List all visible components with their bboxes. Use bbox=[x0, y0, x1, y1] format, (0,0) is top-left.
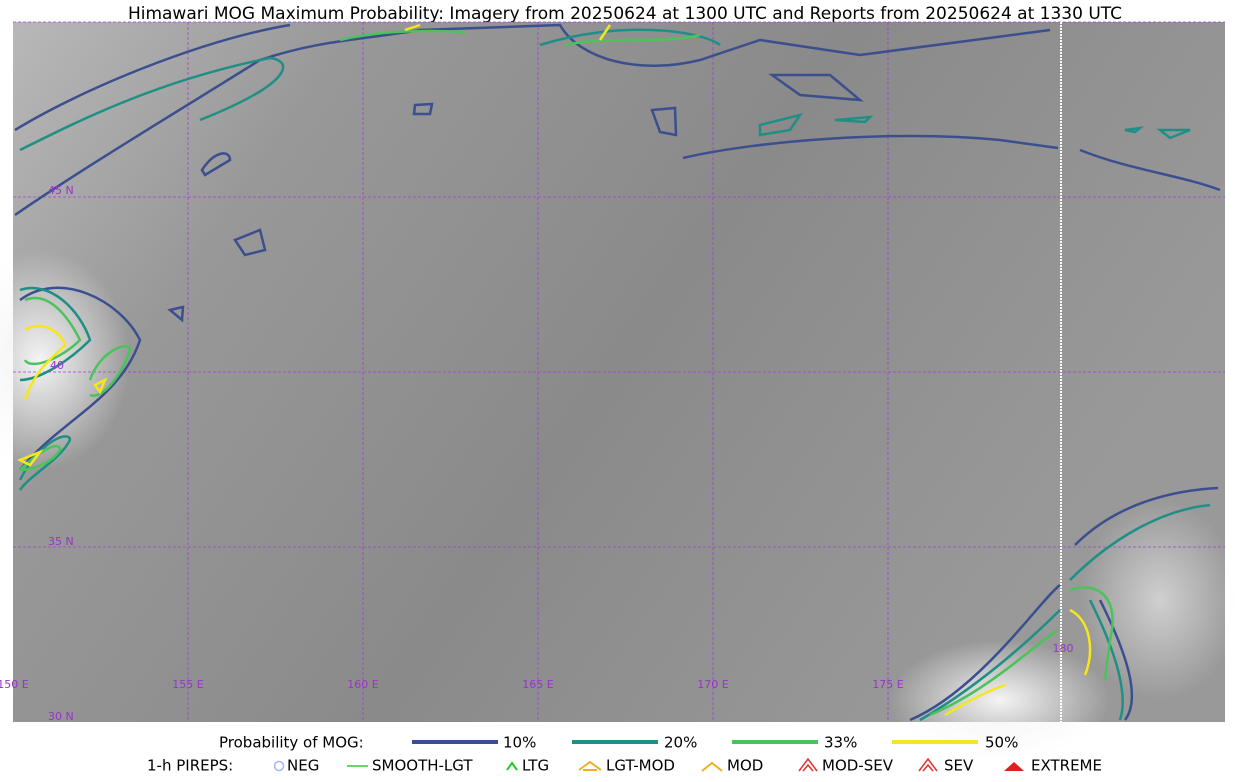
lat-label: 40 bbox=[50, 359, 64, 372]
icon-extreme bbox=[1004, 762, 1024, 771]
lon-label: 160 E bbox=[347, 678, 378, 691]
legend-item: 20% bbox=[664, 734, 697, 752]
lon-label: 150 E bbox=[0, 678, 29, 691]
legend-item: EXTREME bbox=[1031, 757, 1102, 775]
icon-mod bbox=[701, 761, 723, 772]
legend-item: 50% bbox=[985, 734, 1018, 752]
lon-label: 180 bbox=[1053, 642, 1074, 655]
lon-label: 155 E bbox=[172, 678, 203, 691]
lat-label: 45 N bbox=[48, 184, 74, 197]
cloud bbox=[1080, 500, 1240, 700]
lon-label: 175 E bbox=[872, 678, 903, 691]
legend-item: MOD-SEV bbox=[822, 757, 894, 775]
legend-item: NEG bbox=[287, 757, 319, 775]
grid bbox=[13, 21, 1225, 722]
legend-item: LTG bbox=[522, 757, 549, 775]
title: Himawari MOG Maximum Probability: Imager… bbox=[128, 4, 1122, 24]
map: 45 N 40 35 N 30 N 150 E 155 E 160 E 165 … bbox=[0, 21, 1240, 760]
grid-labels: 45 N 40 35 N 30 N 150 E 155 E 160 E 165 … bbox=[0, 184, 1074, 723]
legend-item: 10% bbox=[503, 734, 536, 752]
legend-label: 1-h PIREPS: bbox=[147, 757, 233, 775]
lon-label: 165 E bbox=[522, 678, 553, 691]
legend-item: SEV bbox=[944, 757, 974, 775]
legend-label: Probability of MOG: bbox=[219, 734, 364, 752]
contours bbox=[14, 23, 1221, 722]
cloud bbox=[890, 640, 1110, 760]
icon-ltg bbox=[506, 761, 518, 771]
lon-label: 170 E bbox=[697, 678, 728, 691]
icon-mod-sev bbox=[798, 757, 818, 772]
legend-item: 33% bbox=[824, 734, 857, 752]
lat-label: 30 N bbox=[48, 710, 74, 723]
icon-sev bbox=[918, 757, 938, 772]
legend-probability: Probability of MOG: 10% 20% 33% 50% bbox=[219, 734, 1018, 752]
lat-label: 35 N bbox=[48, 535, 74, 548]
legend-pireps: 1-h PIREPS: NEG SMOOTH-LGT LTG LGT-MOD M… bbox=[147, 757, 1102, 775]
icon-neg bbox=[273, 760, 285, 772]
legend-item: LGT-MOD bbox=[606, 757, 675, 775]
legend-item: MOD bbox=[727, 757, 763, 775]
icon-lgt-mod bbox=[578, 760, 602, 771]
legend-item: SMOOTH-LGT bbox=[372, 757, 473, 775]
